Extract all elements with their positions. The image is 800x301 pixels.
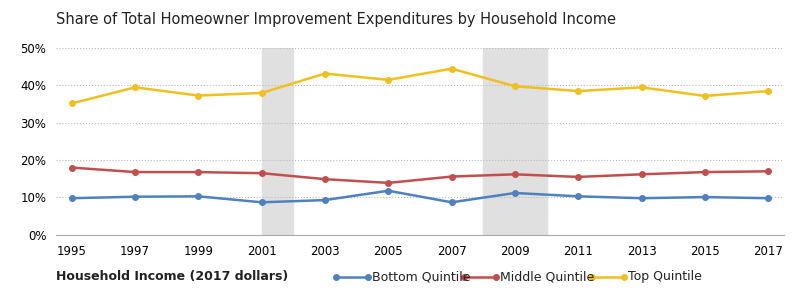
Text: Top Quintile: Top Quintile — [628, 270, 702, 284]
Text: Bottom Quintile: Bottom Quintile — [372, 270, 470, 284]
Bar — [483, 48, 546, 235]
Text: Middle Quintile: Middle Quintile — [500, 270, 594, 284]
Text: Share of Total Homeowner Improvement Expenditures by Household Income: Share of Total Homeowner Improvement Exp… — [56, 12, 616, 27]
Text: Household Income (2017 dollars): Household Income (2017 dollars) — [56, 270, 288, 284]
Bar — [262, 48, 294, 235]
